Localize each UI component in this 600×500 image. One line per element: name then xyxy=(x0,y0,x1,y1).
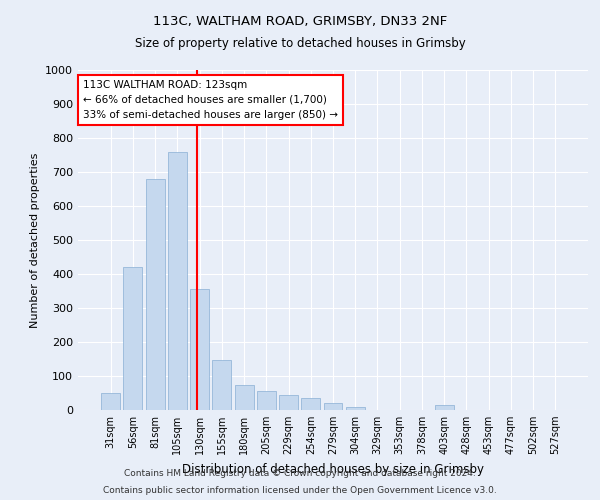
Bar xyxy=(279,394,298,410)
Bar xyxy=(212,360,231,410)
Bar xyxy=(323,403,343,410)
Text: Contains public sector information licensed under the Open Government Licence v3: Contains public sector information licen… xyxy=(103,486,497,495)
Y-axis label: Number of detached properties: Number of detached properties xyxy=(29,152,40,328)
Text: Size of property relative to detached houses in Grimsby: Size of property relative to detached ho… xyxy=(134,38,466,51)
Bar xyxy=(346,406,365,410)
X-axis label: Distribution of detached houses by size in Grimsby: Distribution of detached houses by size … xyxy=(182,462,484,475)
Text: Contains HM Land Registry data © Crown copyright and database right 2024.: Contains HM Land Registry data © Crown c… xyxy=(124,468,476,477)
Bar xyxy=(190,290,209,410)
Bar xyxy=(235,384,254,410)
Bar xyxy=(101,393,120,410)
Bar xyxy=(435,405,454,410)
Text: 113C, WALTHAM ROAD, GRIMSBY, DN33 2NF: 113C, WALTHAM ROAD, GRIMSBY, DN33 2NF xyxy=(153,15,447,28)
Bar xyxy=(168,152,187,410)
Bar xyxy=(257,392,276,410)
Bar xyxy=(124,267,142,410)
Bar xyxy=(146,179,164,410)
Text: 113C WALTHAM ROAD: 123sqm
← 66% of detached houses are smaller (1,700)
33% of se: 113C WALTHAM ROAD: 123sqm ← 66% of detac… xyxy=(83,80,338,120)
Bar xyxy=(301,398,320,410)
